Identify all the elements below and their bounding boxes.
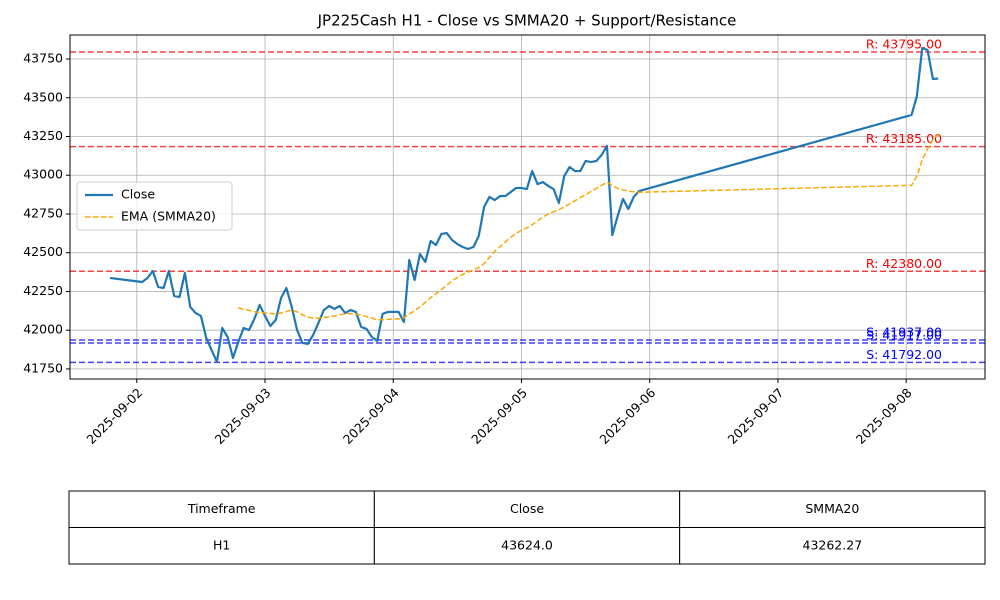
legend-label: Close (121, 187, 155, 202)
x-tick-label: 2025-09-08 (853, 385, 915, 447)
y-tick-label: 42250 (23, 283, 63, 298)
x-tick-label: 2025-09-06 (596, 385, 658, 447)
table-cell (679, 490, 986, 528)
series-line (109, 46, 939, 364)
y-tick-label: 41750 (23, 360, 63, 375)
table-cell (68, 527, 375, 565)
level-label: R: 43795.00 (866, 37, 942, 52)
x-tick-label: 2025-09-05 (468, 385, 530, 447)
table-cell (373, 527, 681, 565)
y-tick-label: 43750 (23, 51, 63, 66)
x-tick-label: 2025-09-04 (340, 385, 402, 447)
level-label: R: 42380.00 (866, 256, 942, 271)
level-label: R: 43185.00 (866, 131, 942, 146)
plot-frame (69, 34, 986, 380)
table-header: SMMA20 (805, 501, 859, 516)
table-value: 43624.0 (501, 537, 553, 552)
y-tick-label: 43250 (23, 128, 63, 143)
level-label: S: 41917.00 (866, 328, 942, 343)
legend-box (76, 181, 233, 231)
x-tick-label: 2025-09-03 (212, 385, 274, 447)
level-label: S: 41792.00 (866, 347, 942, 362)
table-header: Timeframe (187, 501, 256, 516)
y-tick-label: 42000 (23, 322, 63, 337)
table-value: 43262.27 (803, 537, 863, 552)
series-line (238, 134, 939, 321)
y-tick-label: 43000 (23, 167, 63, 182)
table-cell (679, 527, 986, 565)
y-tick-label: 43500 (23, 89, 63, 104)
level-label: S: 41937.00 (866, 324, 942, 339)
legend-label: EMA (SMMA20) (121, 209, 216, 224)
table-value: H1 (213, 537, 230, 552)
y-tick-label: 42500 (23, 244, 63, 259)
table-header: Close (510, 501, 544, 516)
chart-title: JP225Cash H1 - Close vs SMMA20 + Support… (317, 12, 737, 30)
y-tick-label: 42750 (23, 205, 63, 220)
x-tick-label: 2025-09-02 (83, 385, 145, 447)
x-tick-label: 2025-09-07 (725, 385, 787, 447)
